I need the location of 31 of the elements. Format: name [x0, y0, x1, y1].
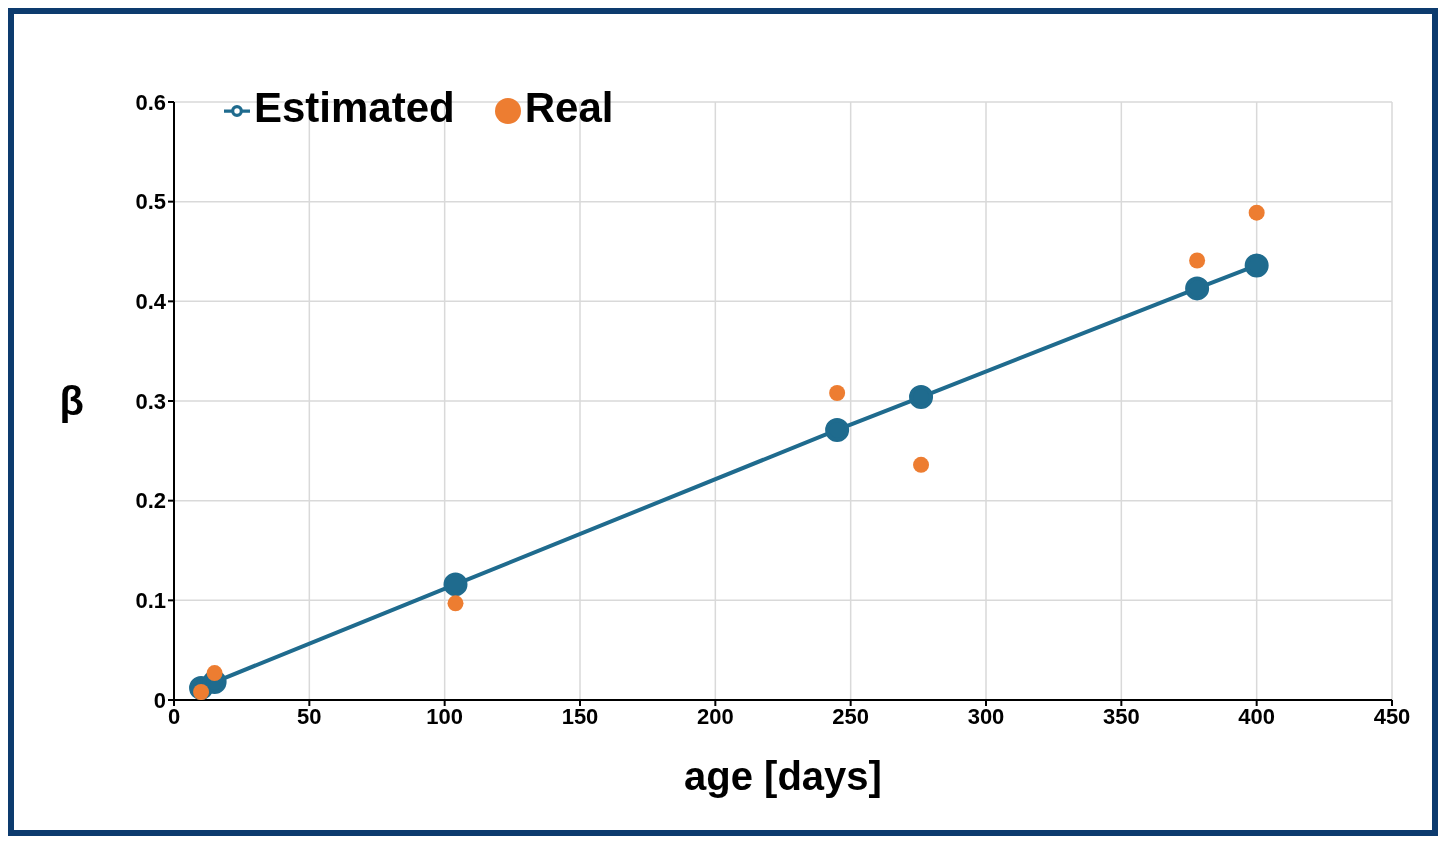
y-tick-label: 0.4	[135, 289, 167, 315]
point	[1248, 204, 1265, 221]
x-tick-label: 150	[561, 703, 599, 729]
point	[825, 417, 850, 442]
x-tick-label: 100	[426, 703, 464, 729]
point	[1185, 276, 1210, 301]
x-tick-label: 400	[1238, 703, 1276, 729]
y-tick-label: 0	[153, 687, 166, 713]
x-tick-label: 250	[832, 703, 870, 729]
x-tick-label: 450	[1373, 703, 1411, 729]
y-axis-title: β	[59, 379, 84, 424]
x-axis-title: age [days]	[684, 754, 882, 798]
x-tick-label: 300	[967, 703, 1005, 729]
x-tick-label: 50	[297, 703, 322, 729]
point	[447, 595, 464, 612]
y-tick-label: 0.6	[135, 89, 166, 115]
point	[1244, 253, 1269, 278]
legend-label: Estimated	[254, 84, 455, 131]
y-tick-label: 0.1	[135, 588, 166, 614]
point	[913, 456, 930, 473]
x-tick-label: 350	[1102, 703, 1140, 729]
point	[829, 385, 846, 402]
y-tick-label: 0.3	[135, 388, 166, 414]
y-tick-label: 0.5	[135, 189, 166, 215]
point	[206, 665, 223, 682]
legend-label: Real	[524, 84, 614, 131]
point	[443, 572, 468, 597]
x-tick-label: 200	[696, 703, 734, 729]
y-tick-label: 0.2	[135, 488, 166, 514]
point	[909, 385, 934, 410]
point	[1189, 252, 1206, 269]
